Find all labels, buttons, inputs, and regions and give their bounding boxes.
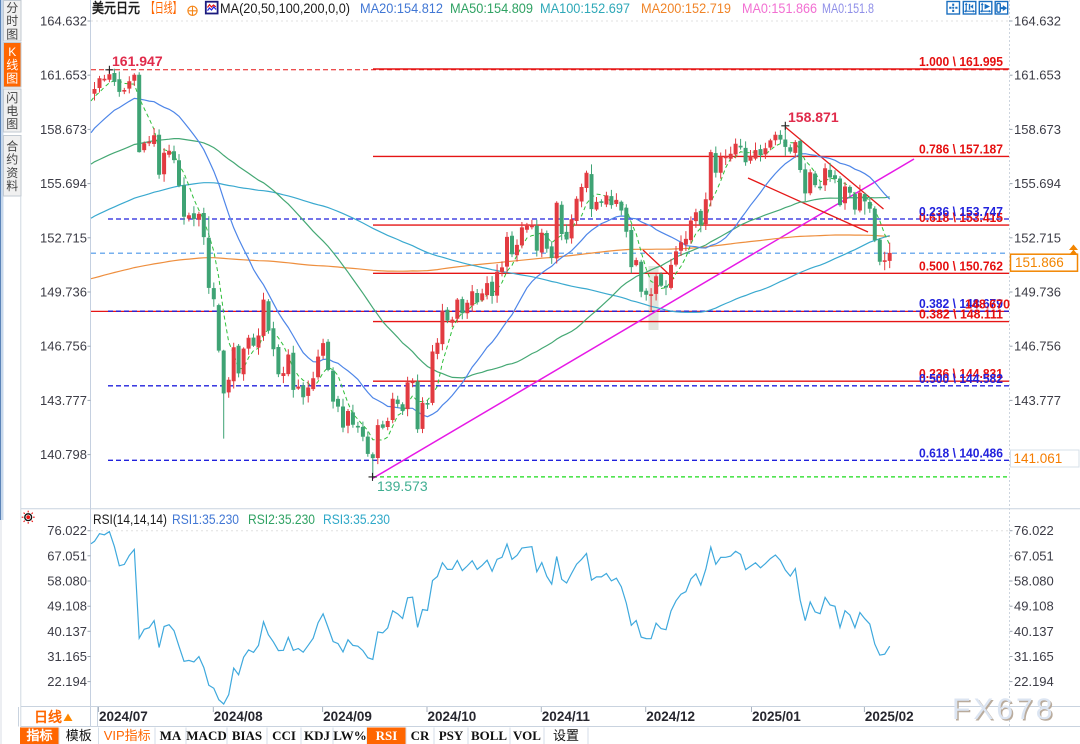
svg-text:MA50:154.809: MA50:154.809 (450, 1, 533, 16)
svg-text:资: 资 (6, 166, 18, 180)
svg-text:BOLL: BOLL (471, 728, 507, 743)
svg-text:0.618 \ 153.415: 0.618 \ 153.415 (919, 210, 1003, 225)
svg-text:2024/09: 2024/09 (323, 709, 372, 724)
svg-text:67.051: 67.051 (47, 548, 87, 563)
svg-text:49.108: 49.108 (47, 599, 87, 614)
svg-text:152.715: 152.715 (40, 230, 87, 245)
svg-text:指标: 指标 (26, 728, 52, 743)
svg-text:146.756: 146.756 (1014, 339, 1061, 354)
svg-text:76.022: 76.022 (47, 523, 87, 538)
svg-text:VIP指标: VIP指标 (104, 728, 151, 743)
svg-text:LW%: LW% (333, 728, 366, 743)
svg-text:美元日元: 美元日元 (92, 0, 140, 16)
svg-text:158.871: 158.871 (788, 109, 839, 125)
svg-text:140.798: 140.798 (40, 447, 87, 462)
svg-text:BIAS: BIAS (232, 728, 262, 743)
svg-text:RSI: RSI (376, 728, 398, 743)
svg-text:49.108: 49.108 (1014, 599, 1054, 614)
svg-text:K: K (8, 45, 16, 59)
svg-text:143.777: 143.777 (1014, 393, 1061, 408)
svg-text:151.866: 151.866 (1015, 255, 1064, 270)
svg-text:40.137: 40.137 (1014, 624, 1054, 639)
svg-text:0.618 \ 140.486: 0.618 \ 140.486 (919, 445, 1003, 460)
svg-text:2025/01: 2025/01 (752, 709, 801, 724)
svg-text:合: 合 (6, 138, 18, 153)
svg-text:MA100:152.697: MA100:152.697 (540, 1, 630, 16)
svg-text:0.500 \ 144.582: 0.500 \ 144.582 (919, 371, 1003, 386)
svg-text:RSI3:35.230: RSI3:35.230 (323, 512, 390, 527)
svg-text:2024/12: 2024/12 (646, 709, 695, 724)
svg-text:料: 料 (6, 179, 18, 193)
svg-text:MACD: MACD (186, 728, 226, 743)
svg-text:日线: 日线 (34, 709, 62, 725)
svg-text:164.632: 164.632 (1014, 14, 1061, 29)
svg-text:155.694: 155.694 (40, 176, 87, 191)
svg-text:CCI: CCI (272, 728, 296, 743)
svg-text:RSI2:35.230: RSI2:35.230 (248, 512, 315, 527)
svg-text:VOL: VOL (513, 728, 541, 743)
svg-text:161.653: 161.653 (40, 68, 87, 83)
svg-text:分: 分 (6, 1, 18, 15)
svg-text:31.165: 31.165 (47, 649, 87, 664)
svg-text:146.756: 146.756 (40, 339, 87, 354)
svg-text:2025/02: 2025/02 (865, 709, 914, 724)
svg-text:电: 电 (6, 104, 18, 118)
svg-text:约: 约 (6, 152, 18, 167)
svg-text:【日线】: 【日线】 (146, 0, 182, 16)
svg-text:152.715: 152.715 (1014, 230, 1061, 245)
svg-text:58.080: 58.080 (47, 574, 87, 589)
svg-text:161.947: 161.947 (112, 53, 163, 69)
svg-text:148.670: 148.670 (965, 296, 1010, 311)
svg-text:CR: CR (411, 728, 430, 743)
svg-text:RSI1:35.230: RSI1:35.230 (172, 512, 239, 527)
svg-text:139.573: 139.573 (377, 478, 428, 494)
svg-text:0.236 \ 153.747: 0.236 \ 153.747 (919, 204, 1003, 219)
svg-text:图: 图 (6, 28, 18, 42)
svg-text:31.165: 31.165 (1014, 649, 1054, 664)
svg-text:图: 图 (6, 71, 18, 85)
svg-text:22.194: 22.194 (1014, 674, 1054, 689)
svg-text:KDJ: KDJ (304, 728, 331, 743)
svg-text:2024/11: 2024/11 (542, 709, 591, 724)
svg-text:0.500 \ 150.762: 0.500 \ 150.762 (919, 258, 1003, 273)
svg-text:76.022: 76.022 (1014, 523, 1054, 538)
svg-text:MA0:151.866: MA0:151.866 (742, 1, 817, 16)
svg-text:149.736: 149.736 (40, 285, 87, 300)
svg-text:155.694: 155.694 (1014, 176, 1061, 191)
svg-text:22.194: 22.194 (47, 674, 87, 689)
svg-text:设置: 设置 (553, 728, 579, 743)
svg-text:MA(20,50,100,200,0,0): MA(20,50,100,200,0,0) (220, 1, 350, 16)
svg-text:图: 图 (6, 117, 18, 131)
svg-text:0.786 \ 157.187: 0.786 \ 157.187 (919, 141, 1003, 156)
svg-text:0.382 \ 148.111: 0.382 \ 148.111 (919, 307, 1003, 322)
svg-text:FX678: FX678 (952, 693, 1055, 726)
svg-text:158.673: 158.673 (40, 122, 87, 137)
svg-text:MA200:152.719: MA200:152.719 (641, 1, 731, 16)
svg-text:MA: MA (160, 728, 182, 743)
svg-text:158.673: 158.673 (1014, 122, 1061, 137)
svg-text:模板: 模板 (66, 728, 92, 743)
svg-text:149.736: 149.736 (1014, 285, 1061, 300)
svg-text:161.653: 161.653 (1014, 68, 1061, 83)
svg-text:FX678: FX678 (954, 695, 1057, 728)
svg-text:PSY: PSY (439, 728, 464, 743)
svg-text:时: 时 (6, 14, 18, 28)
svg-text:2024/08: 2024/08 (214, 709, 263, 724)
svg-text:164.632: 164.632 (40, 14, 87, 29)
svg-text:MA20:154.812: MA20:154.812 (360, 1, 443, 16)
svg-text:40.137: 40.137 (47, 624, 87, 639)
svg-text:闪: 闪 (6, 91, 18, 105)
svg-text:141.061: 141.061 (1014, 451, 1063, 466)
svg-text:143.777: 143.777 (40, 393, 87, 408)
svg-text:MA0:151.8: MA0:151.8 (822, 1, 874, 16)
svg-text:2024/07: 2024/07 (99, 709, 148, 724)
svg-text:0.236 \ 144.831: 0.236 \ 144.831 (919, 366, 1003, 381)
svg-text:58.080: 58.080 (1014, 574, 1054, 589)
svg-text:RSI(14,14,14): RSI(14,14,14) (93, 512, 167, 527)
svg-text:67.051: 67.051 (1014, 548, 1054, 563)
svg-text:线: 线 (6, 58, 18, 72)
svg-text:1.000 \ 161.995: 1.000 \ 161.995 (919, 54, 1003, 69)
svg-text:0.382 \ 148.679: 0.382 \ 148.679 (919, 296, 1003, 311)
svg-text:2024/10: 2024/10 (428, 709, 477, 724)
